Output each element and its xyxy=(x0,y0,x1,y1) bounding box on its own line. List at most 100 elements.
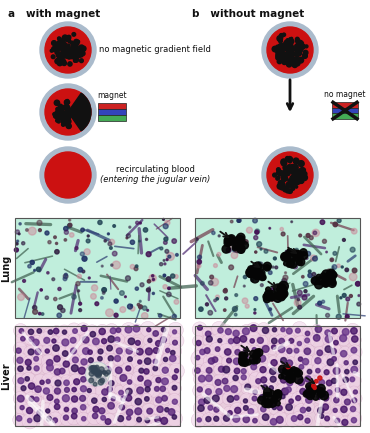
Bar xyxy=(195,218,360,318)
Circle shape xyxy=(293,165,296,168)
Circle shape xyxy=(260,367,266,373)
Circle shape xyxy=(286,182,292,188)
Circle shape xyxy=(282,43,286,47)
Circle shape xyxy=(301,44,305,48)
Circle shape xyxy=(64,230,68,234)
Circle shape xyxy=(255,270,264,279)
Circle shape xyxy=(277,183,283,189)
Circle shape xyxy=(347,365,360,378)
Circle shape xyxy=(64,407,68,412)
Circle shape xyxy=(156,397,162,403)
Circle shape xyxy=(62,52,65,56)
Circle shape xyxy=(287,42,293,48)
Circle shape xyxy=(326,380,332,386)
Circle shape xyxy=(262,22,318,78)
Circle shape xyxy=(228,381,242,395)
Circle shape xyxy=(174,275,178,278)
Circle shape xyxy=(348,386,359,397)
Circle shape xyxy=(286,171,290,175)
Bar xyxy=(15,326,180,426)
Circle shape xyxy=(234,395,239,400)
Circle shape xyxy=(80,395,85,401)
Circle shape xyxy=(256,379,261,384)
Circle shape xyxy=(221,374,232,385)
Circle shape xyxy=(291,187,295,190)
Circle shape xyxy=(156,378,161,383)
Circle shape xyxy=(172,415,176,419)
Circle shape xyxy=(339,326,352,339)
Circle shape xyxy=(33,345,44,356)
Circle shape xyxy=(112,251,117,256)
Circle shape xyxy=(23,381,37,395)
Circle shape xyxy=(41,354,56,368)
Circle shape xyxy=(256,392,270,406)
Bar xyxy=(15,218,180,318)
Circle shape xyxy=(17,240,18,242)
Circle shape xyxy=(248,386,259,397)
Circle shape xyxy=(322,374,337,389)
Circle shape xyxy=(276,177,279,180)
Circle shape xyxy=(102,292,105,294)
Circle shape xyxy=(52,46,57,52)
Circle shape xyxy=(139,222,141,224)
Circle shape xyxy=(272,328,277,332)
Circle shape xyxy=(342,329,349,335)
Circle shape xyxy=(287,249,294,256)
Circle shape xyxy=(88,358,93,363)
Circle shape xyxy=(131,305,132,307)
Circle shape xyxy=(344,399,350,405)
Circle shape xyxy=(67,38,70,40)
Circle shape xyxy=(293,250,298,255)
Circle shape xyxy=(201,362,214,375)
Circle shape xyxy=(330,326,343,338)
Circle shape xyxy=(286,60,289,64)
Circle shape xyxy=(64,239,67,241)
Circle shape xyxy=(296,179,300,184)
Circle shape xyxy=(274,391,280,397)
Circle shape xyxy=(305,389,313,397)
Circle shape xyxy=(120,291,124,295)
Circle shape xyxy=(77,323,90,336)
Circle shape xyxy=(54,356,60,362)
Circle shape xyxy=(64,115,68,118)
Circle shape xyxy=(223,309,226,311)
Circle shape xyxy=(289,47,292,51)
Circle shape xyxy=(33,309,38,314)
Circle shape xyxy=(44,328,54,338)
Circle shape xyxy=(25,377,29,381)
Circle shape xyxy=(205,389,211,394)
Circle shape xyxy=(292,174,296,178)
Circle shape xyxy=(282,176,287,181)
Circle shape xyxy=(26,327,36,337)
Circle shape xyxy=(152,275,154,277)
Circle shape xyxy=(72,43,77,49)
Circle shape xyxy=(233,358,240,365)
Circle shape xyxy=(293,368,300,375)
Circle shape xyxy=(287,249,292,254)
Circle shape xyxy=(175,369,179,373)
Circle shape xyxy=(172,314,176,319)
Circle shape xyxy=(64,380,69,385)
Circle shape xyxy=(32,385,44,397)
Circle shape xyxy=(162,367,168,373)
Circle shape xyxy=(222,392,235,405)
Circle shape xyxy=(78,52,82,56)
Circle shape xyxy=(322,300,324,303)
Circle shape xyxy=(55,45,58,47)
Circle shape xyxy=(291,185,295,188)
Circle shape xyxy=(80,404,90,414)
Circle shape xyxy=(65,100,68,103)
Circle shape xyxy=(205,404,215,415)
Circle shape xyxy=(62,54,67,58)
Circle shape xyxy=(327,390,332,395)
Circle shape xyxy=(63,361,70,367)
Circle shape xyxy=(271,397,278,403)
Circle shape xyxy=(210,275,213,279)
Circle shape xyxy=(303,281,308,286)
Circle shape xyxy=(282,388,289,395)
Circle shape xyxy=(296,362,308,375)
Circle shape xyxy=(229,265,233,270)
Circle shape xyxy=(139,240,140,242)
Circle shape xyxy=(305,376,311,382)
Circle shape xyxy=(276,390,281,395)
